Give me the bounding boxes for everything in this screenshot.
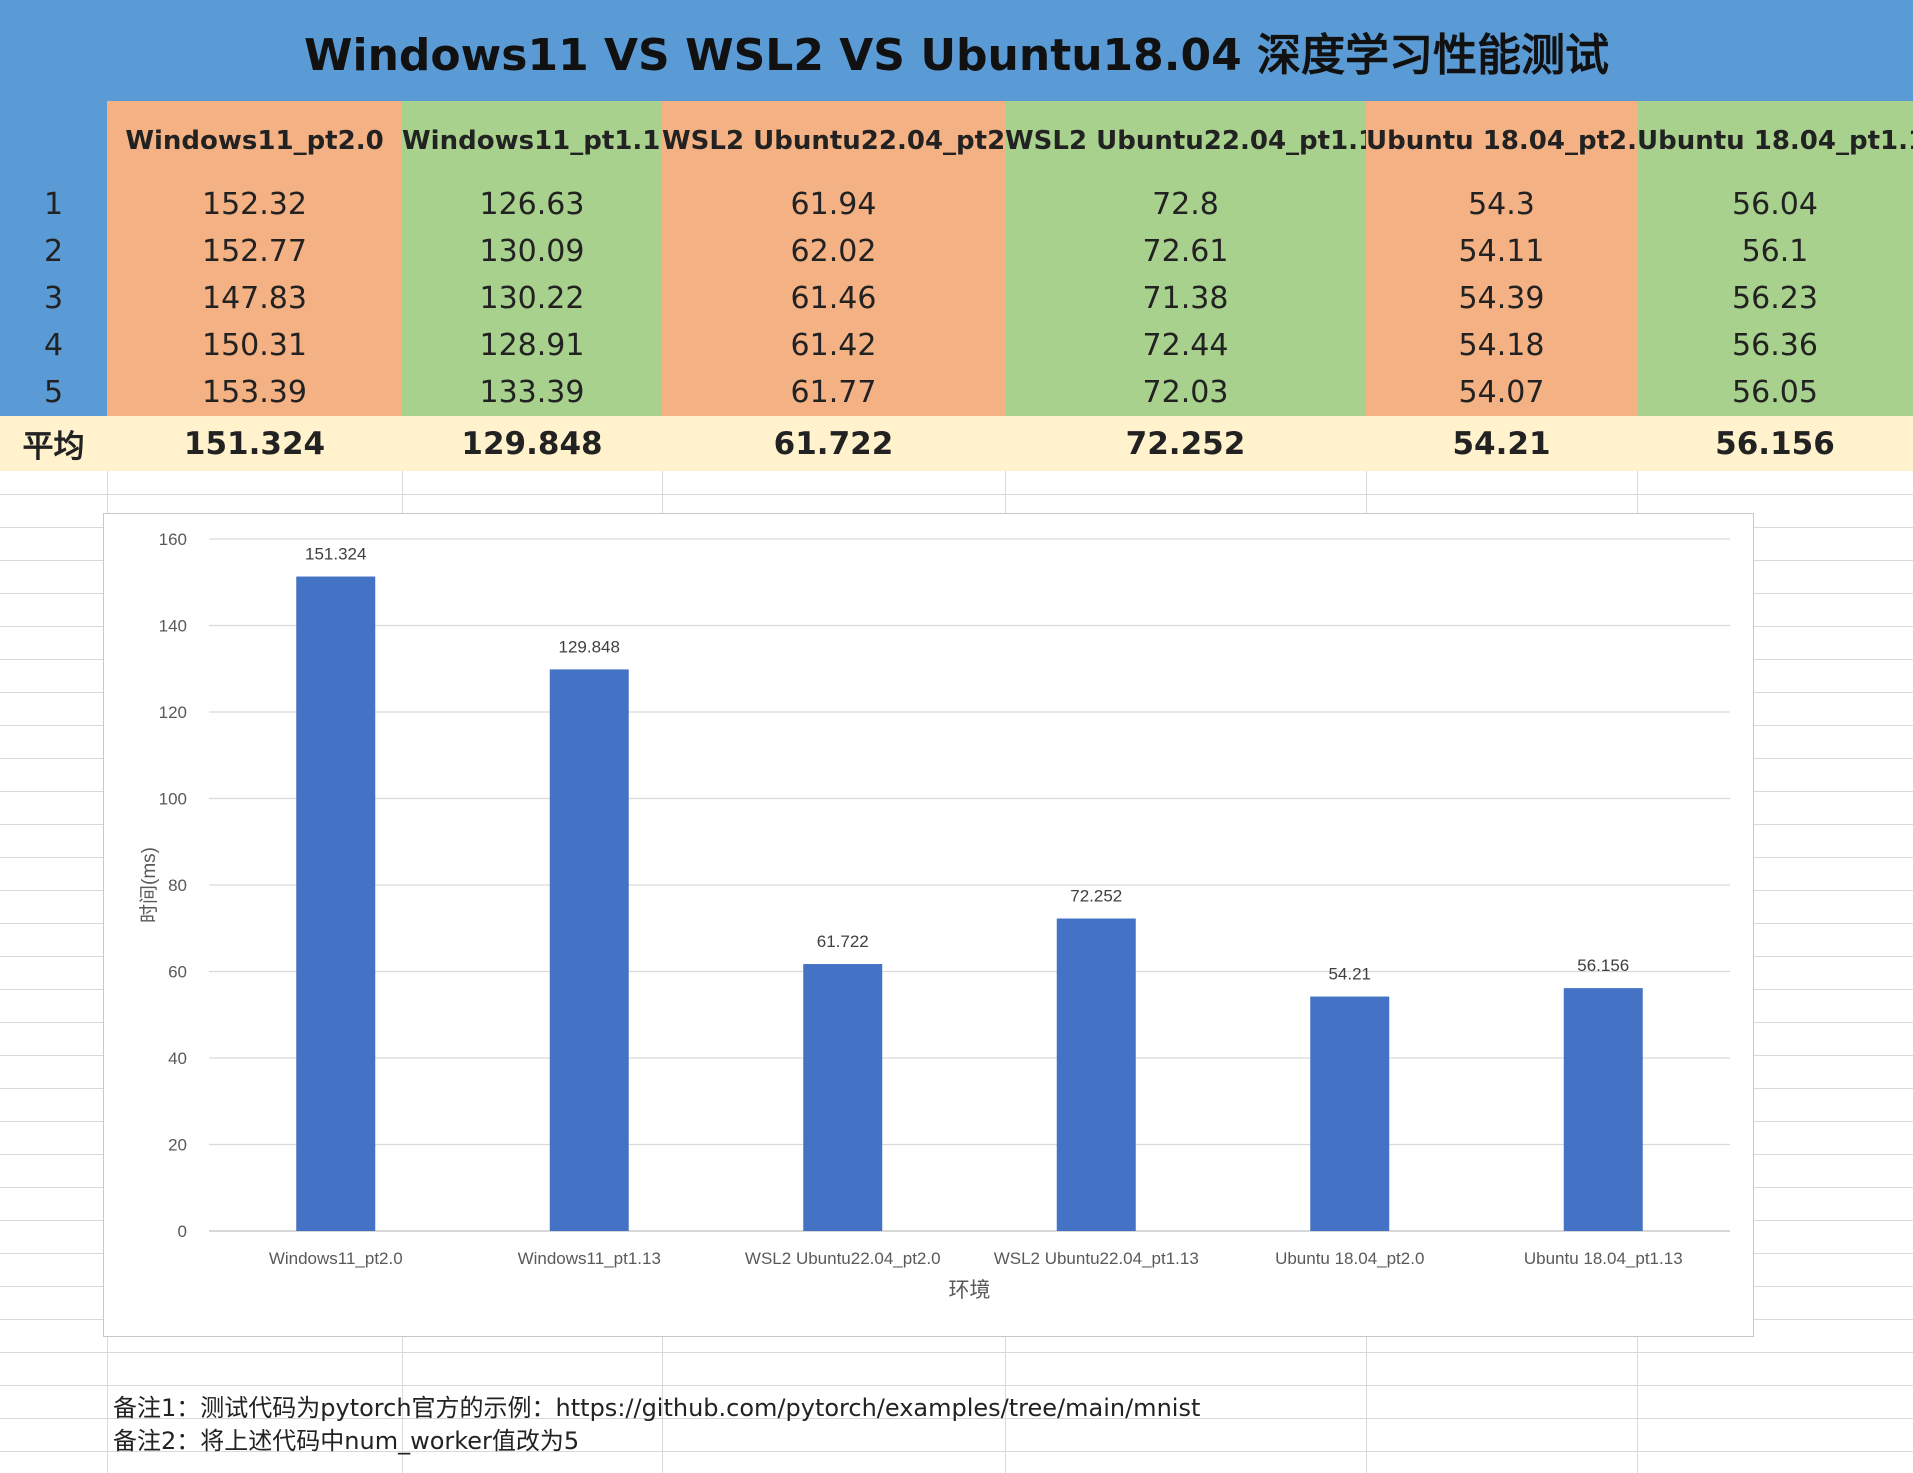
data-cell[interactable]: 72.8 xyxy=(1005,181,1366,228)
y-tick-label: 100 xyxy=(159,790,187,809)
average-cell[interactable]: 61.722 xyxy=(662,416,1005,471)
note-1: 备注1：测试代码为pytorch官方的示例：https://github.com… xyxy=(113,1394,1201,1422)
column-header[interactable]: Windows11_pt2.0 xyxy=(107,101,402,181)
data-cell[interactable]: 56.05 xyxy=(1637,369,1913,416)
data-cell[interactable]: 126.63 xyxy=(402,181,662,228)
average-cell[interactable]: 151.324 xyxy=(107,416,402,471)
header-corner-cell[interactable] xyxy=(0,101,107,181)
y-tick-label: 120 xyxy=(159,703,187,722)
row-index-cell[interactable]: 3 xyxy=(0,275,107,322)
column-header[interactable]: WSL2 Ubuntu22.04_pt1.13 xyxy=(1005,101,1366,181)
table-header-row: Windows11_pt2.0 Windows11_pt1.13 WSL2 Ub… xyxy=(0,101,1913,181)
row-index-cell[interactable]: 1 xyxy=(0,181,107,228)
benchmark-table: Windows11_pt2.0 Windows11_pt1.13 WSL2 Ub… xyxy=(0,101,1913,471)
data-cell[interactable]: 72.03 xyxy=(1005,369,1366,416)
data-cell[interactable]: 153.39 xyxy=(107,369,402,416)
data-cell[interactable]: 54.3 xyxy=(1366,181,1637,228)
table-row: 1 152.32 126.63 61.94 72.8 54.3 56.04 xyxy=(0,181,1913,228)
bar-data-label: 72.252 xyxy=(1070,887,1122,906)
y-tick-label: 0 xyxy=(178,1222,187,1241)
bar[interactable] xyxy=(296,576,376,1231)
data-cell[interactable]: 56.04 xyxy=(1637,181,1913,228)
y-tick-label: 60 xyxy=(168,963,187,982)
x-tick-label: WSL2 Ubuntu22.04_pt2.0 xyxy=(745,1249,941,1268)
bar[interactable] xyxy=(1563,988,1643,1231)
x-tick-label: Ubuntu 18.04_pt1.13 xyxy=(1524,1249,1683,1268)
row-index-cell[interactable]: 5 xyxy=(0,369,107,416)
bar-data-label: 56.156 xyxy=(1577,956,1629,975)
bar-data-label: 61.722 xyxy=(817,932,869,951)
data-cell[interactable]: 147.83 xyxy=(107,275,402,322)
data-cell[interactable]: 54.18 xyxy=(1366,322,1637,369)
data-cell[interactable]: 54.11 xyxy=(1366,228,1637,275)
data-cell[interactable]: 56.23 xyxy=(1637,275,1913,322)
data-cell[interactable]: 128.91 xyxy=(402,322,662,369)
table-row: 3 147.83 130.22 61.46 71.38 54.39 56.23 xyxy=(0,275,1913,322)
data-cell[interactable]: 61.46 xyxy=(662,275,1005,322)
column-header[interactable]: WSL2 Ubuntu22.04_pt2.0 xyxy=(662,101,1005,181)
chart-canvas: 0 20 40 60 80 100 120 140 160 151.324 Windows11_pt… xyxy=(138,530,1730,1302)
x-tick-label: Windows11_pt2.0 xyxy=(269,1249,403,1268)
x-tick-label: Windows11_pt1.13 xyxy=(518,1249,661,1268)
y-tick-label: 40 xyxy=(168,1049,187,1068)
note-2: 备注2：将上述代码中num_worker值改为5 xyxy=(113,1427,580,1455)
y-tick-label: 20 xyxy=(168,1136,187,1155)
bar[interactable] xyxy=(803,964,883,1231)
row-index-cell[interactable]: 4 xyxy=(0,322,107,369)
row-index-cell[interactable]: 2 xyxy=(0,228,107,275)
y-tick-label: 140 xyxy=(159,617,187,636)
data-cell[interactable]: 71.38 xyxy=(1005,275,1366,322)
page-title: Windows11 VS WSL2 VS Ubuntu18.04 深度学习性能测… xyxy=(0,0,1913,101)
data-cell[interactable]: 72.61 xyxy=(1005,228,1366,275)
bar[interactable] xyxy=(549,669,629,1231)
bar-data-label: 129.848 xyxy=(559,637,620,656)
data-cell[interactable]: 54.07 xyxy=(1366,369,1637,416)
data-cell[interactable]: 56.36 xyxy=(1637,322,1913,369)
x-tick-label: WSL2 Ubuntu22.04_pt1.13 xyxy=(994,1249,1199,1268)
data-cell[interactable]: 54.39 xyxy=(1366,275,1637,322)
average-label-cell[interactable]: 平均 xyxy=(0,416,107,471)
column-header[interactable]: Windows11_pt1.13 xyxy=(402,101,662,181)
data-cell[interactable]: 130.22 xyxy=(402,275,662,322)
bar-chart[interactable]: 0 20 40 60 80 100 120 140 160 151.324 Windows11_pt… xyxy=(103,513,1754,1337)
data-cell[interactable]: 61.94 xyxy=(662,181,1005,228)
x-tick-label: Ubuntu 18.04_pt2.0 xyxy=(1275,1249,1424,1268)
bar-data-label: 54.21 xyxy=(1328,965,1371,984)
average-row: 平均 151.324 129.848 61.722 72.252 54.21 5… xyxy=(0,416,1913,471)
y-tick-label: 160 xyxy=(159,530,187,549)
y-tick-label: 80 xyxy=(168,876,187,895)
data-cell[interactable]: 61.77 xyxy=(662,369,1005,416)
bar[interactable] xyxy=(1310,996,1390,1231)
y-axis-title: 时间(ms) xyxy=(138,847,160,923)
data-cell[interactable]: 133.39 xyxy=(402,369,662,416)
x-axis-title: 环境 xyxy=(949,1279,991,1302)
bar-data-label: 151.324 xyxy=(305,545,366,564)
average-cell[interactable]: 129.848 xyxy=(402,416,662,471)
column-header[interactable]: Ubuntu 18.04_pt1.13 xyxy=(1637,101,1913,181)
table-row: 4 150.31 128.91 61.42 72.44 54.18 56.36 xyxy=(0,322,1913,369)
average-cell[interactable]: 72.252 xyxy=(1005,416,1366,471)
data-cell[interactable]: 56.1 xyxy=(1637,228,1913,275)
table-row: 2 152.77 130.09 62.02 72.61 54.11 56.1 xyxy=(0,228,1913,275)
column-header[interactable]: Ubuntu 18.04_pt2.0 xyxy=(1366,101,1637,181)
data-cell[interactable]: 150.31 xyxy=(107,322,402,369)
table-row: 5 153.39 133.39 61.77 72.03 54.07 56.05 xyxy=(0,369,1913,416)
data-cell[interactable]: 62.02 xyxy=(662,228,1005,275)
average-cell[interactable]: 54.21 xyxy=(1366,416,1637,471)
data-cell[interactable]: 130.09 xyxy=(402,228,662,275)
data-cell[interactable]: 61.42 xyxy=(662,322,1005,369)
data-cell[interactable]: 152.32 xyxy=(107,181,402,228)
bar[interactable] xyxy=(1056,918,1136,1231)
data-cell[interactable]: 72.44 xyxy=(1005,322,1366,369)
data-cell[interactable]: 152.77 xyxy=(107,228,402,275)
average-cell[interactable]: 56.156 xyxy=(1637,416,1913,471)
